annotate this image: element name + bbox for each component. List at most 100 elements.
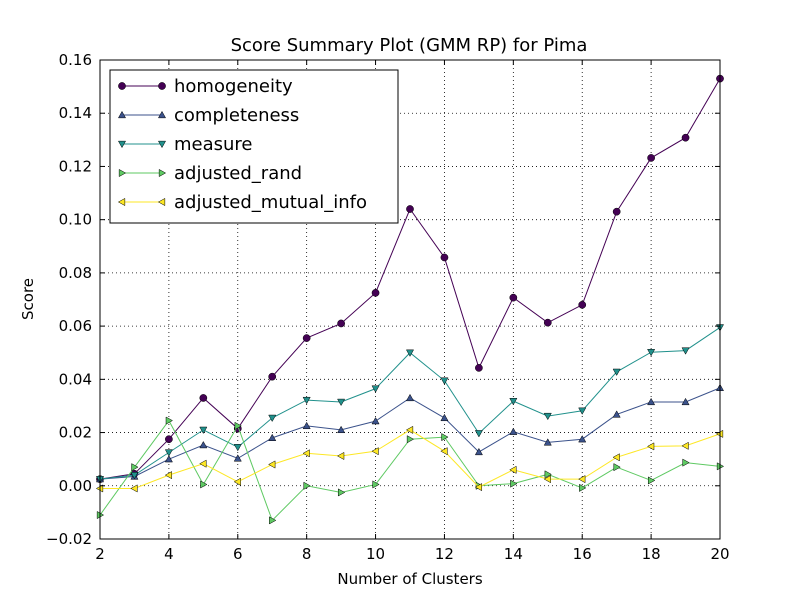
data-point [647,154,655,162]
legend-item: adjusted_rand [118,163,302,184]
data-point [612,410,621,418]
x-axis-label: Number of Clusters [337,570,482,588]
x-tick-label: 10 [366,545,385,563]
data-point [543,475,551,484]
data-point [371,385,380,393]
x-tick-label: 12 [435,545,454,563]
x-tick-label: 2 [95,545,105,563]
data-point [302,449,310,458]
legend-marker [118,82,126,90]
legend-marker [117,110,127,119]
legend-item: measure [117,134,253,155]
data-point [647,476,656,485]
data-point [681,441,689,450]
data-point [337,319,345,328]
y-tick-label: 0.12 [59,157,92,175]
data-point [578,300,587,309]
data-point [646,442,655,451]
data-point [302,421,311,430]
data-point [372,480,380,489]
data-point [165,416,174,425]
legend-label: measure [174,134,253,155]
data-point [544,470,552,479]
data-point [612,453,620,462]
x-tick-label: 6 [233,545,243,563]
x-tick-label: 14 [504,545,523,563]
data-point [268,433,277,442]
legend-item: homogeneity [118,76,293,97]
data-point [474,430,483,438]
data-point [200,480,208,489]
legend-marker [157,110,167,119]
data-point [509,465,517,474]
data-point [164,471,173,480]
y-tick-label: 0.14 [59,104,92,122]
data-point [164,449,173,457]
y-tick-label: 0.00 [59,477,92,495]
data-point [371,447,379,456]
x-tick-label: 16 [573,545,592,563]
data-point [475,364,483,372]
data-point [337,488,346,497]
data-point [613,463,621,472]
x-tick-label: 8 [302,545,312,563]
x-tick-label: 18 [642,545,661,563]
data-point [509,427,518,435]
data-point [405,393,415,402]
data-point [543,318,552,327]
data-point [681,397,690,406]
data-point [130,484,138,493]
x-tick-label: 4 [164,545,174,563]
data-point [199,426,208,435]
data-point [165,435,173,444]
legend: homogeneity completeness measure adjusted_r… [109,69,399,224]
legend-box [109,69,399,224]
legend-marker [158,82,166,90]
y-tick-label: 0.04 [59,370,92,388]
data-point [302,396,311,405]
data-point [164,455,173,463]
legend-item: completeness [117,105,299,126]
data-point [199,440,208,449]
data-point [199,459,207,468]
data-point [647,397,656,406]
legend-label: completeness [174,105,299,126]
legend-marker [117,197,126,207]
data-point [440,377,449,385]
legend-label: adjusted_mutual_info [174,192,367,213]
x-tick-label: 20 [710,545,729,563]
data-point [268,414,277,423]
y-tick-label: 0.10 [59,211,92,229]
data-point [682,458,690,467]
series-layer [95,74,725,525]
data-point [681,133,690,142]
data-point [405,349,415,357]
series-adjusted_mutual_info [95,425,724,493]
data-point [578,407,587,415]
chart-title: Score Summary Plot (GMM RP) for Pima [231,35,588,56]
data-point [440,447,448,456]
legend-marker [117,140,127,149]
data-point [440,253,449,262]
series-line [99,419,721,522]
data-point [371,416,380,425]
series-adjusted_rand [96,416,725,525]
legend-marker [157,197,166,207]
grid [100,60,720,539]
data-point [130,472,139,480]
data-point [268,460,276,469]
series-completeness [95,383,725,483]
plot-frame [99,59,721,540]
data-point [233,477,241,486]
data-point [647,349,656,357]
legend-label: adjusted_rand [174,163,302,184]
data-point [578,435,587,443]
legend-marker [157,140,167,149]
data-point [474,447,483,456]
data-point [612,207,621,216]
data-point [233,444,242,452]
data-point [474,483,483,492]
data-point [233,454,242,462]
data-point [199,394,208,402]
